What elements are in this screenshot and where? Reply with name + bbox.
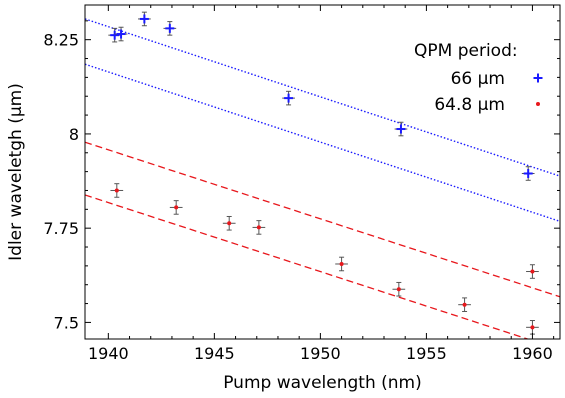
data-point-s1-7 — [526, 264, 539, 279]
marker-s1-5 — [396, 287, 401, 292]
data-point-s1-3 — [252, 220, 266, 235]
data-point-s1-6 — [458, 297, 471, 312]
marker-s1-3 — [256, 225, 261, 230]
x-tick-label-3: 1955 — [406, 344, 447, 363]
fit-line-2 — [85, 141, 560, 298]
marker-s0-3 — [165, 23, 175, 33]
marker-s0-0 — [110, 30, 120, 40]
data-markers — [108, 11, 539, 335]
marker-s0-6 — [523, 169, 533, 179]
data-point-s0-6 — [521, 166, 535, 181]
y-tick-label-2: 8 — [69, 125, 79, 144]
legend-marker-66um — [533, 73, 543, 83]
x-axis-label: Pump wavelength (nm) — [223, 373, 422, 393]
data-point-s1-5 — [392, 281, 406, 297]
legend-dot-icon — [536, 102, 540, 106]
fit-lines — [85, 18, 560, 339]
legend-title: QPM period: — [414, 41, 518, 61]
fit-line-0 — [85, 18, 560, 177]
data-point-s1-1 — [169, 200, 183, 215]
x-tick-label-0: 1940 — [88, 344, 129, 363]
y-axis-label: Idler waveletgh (µm) — [6, 83, 26, 261]
marker-s0-5 — [396, 124, 406, 134]
data-point-s0-4 — [282, 90, 295, 106]
marker-s1-1 — [174, 205, 179, 210]
marker-s1-0 — [114, 188, 119, 193]
x-tick-label-1: 1945 — [194, 344, 235, 363]
data-point-s1-2 — [222, 215, 236, 231]
data-point-s0-1 — [114, 26, 128, 42]
marker-s1-6 — [462, 302, 467, 307]
y-tick-label-3: 8.25 — [43, 31, 79, 50]
legend-plus-icon — [533, 73, 543, 83]
y-tick-label-0: 7.5 — [54, 313, 79, 332]
y-tick-label-1: 7.75 — [43, 219, 79, 238]
x-tick-label-4: 1960 — [512, 344, 553, 363]
legend-label-64-8um: 64.8 µm — [434, 95, 505, 115]
data-point-s0-2 — [138, 11, 151, 27]
fit-line-1 — [85, 63, 560, 223]
marker-s0-1 — [116, 29, 126, 39]
marker-s0-4 — [284, 93, 294, 103]
data-point-s0-3 — [163, 21, 177, 36]
marker-s1-2 — [227, 221, 232, 226]
legend-label-66um: 66 µm — [451, 69, 505, 89]
axis-ticks: 1940 1945 1950 1955 1960 7.5 7.75 8 8.25 — [43, 5, 560, 363]
marker-s1-4 — [339, 261, 344, 266]
legend-marker-64-8um — [536, 102, 540, 106]
data-point-s1-0 — [110, 183, 124, 198]
data-point-s0-0 — [108, 27, 122, 43]
fit-line-3 — [85, 194, 530, 339]
marker-s0-2 — [139, 14, 149, 24]
marker-s1-8 — [530, 325, 535, 330]
marker-s1-7 — [530, 269, 535, 274]
legend: QPM period: 66 µm 64.8 µm — [414, 41, 543, 115]
data-point-s1-8 — [526, 320, 539, 335]
data-point-s1-4 — [335, 256, 348, 272]
x-tick-label-2: 1950 — [300, 344, 341, 363]
data-point-s0-5 — [394, 121, 408, 137]
